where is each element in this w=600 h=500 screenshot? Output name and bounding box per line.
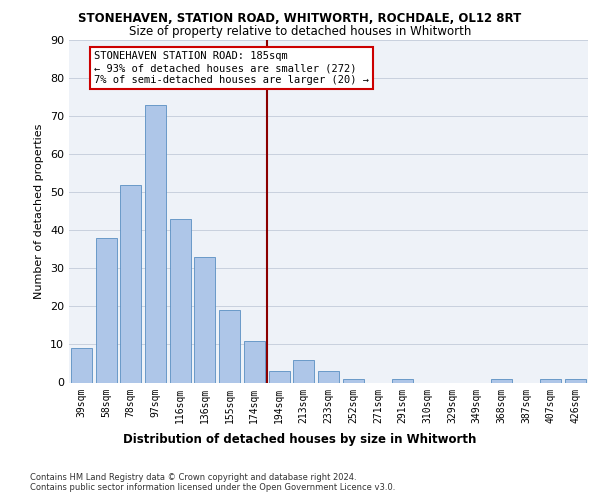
Bar [145,104,166,382]
Bar [170,219,191,382]
Bar [293,360,314,382]
Text: Size of property relative to detached houses in Whitworth: Size of property relative to detached ho… [129,25,471,38]
Bar [71,348,92,382]
Bar [244,340,265,382]
Text: STONEHAVEN STATION ROAD: 185sqm
← 93% of detached houses are smaller (272)
7% of: STONEHAVEN STATION ROAD: 185sqm ← 93% of… [94,52,369,84]
Bar [318,371,339,382]
Bar [120,184,141,382]
Y-axis label: Number of detached properties: Number of detached properties [34,124,44,299]
Bar [343,378,364,382]
Bar [219,310,240,382]
Text: Contains HM Land Registry data © Crown copyright and database right 2024.
Contai: Contains HM Land Registry data © Crown c… [30,472,395,492]
Bar [541,378,562,382]
Bar [269,371,290,382]
Bar [194,257,215,382]
Text: Distribution of detached houses by size in Whitworth: Distribution of detached houses by size … [124,432,476,446]
Bar [95,238,116,382]
Text: STONEHAVEN, STATION ROAD, WHITWORTH, ROCHDALE, OL12 8RT: STONEHAVEN, STATION ROAD, WHITWORTH, ROC… [79,12,521,26]
Bar [392,378,413,382]
Bar [565,378,586,382]
Bar [491,378,512,382]
